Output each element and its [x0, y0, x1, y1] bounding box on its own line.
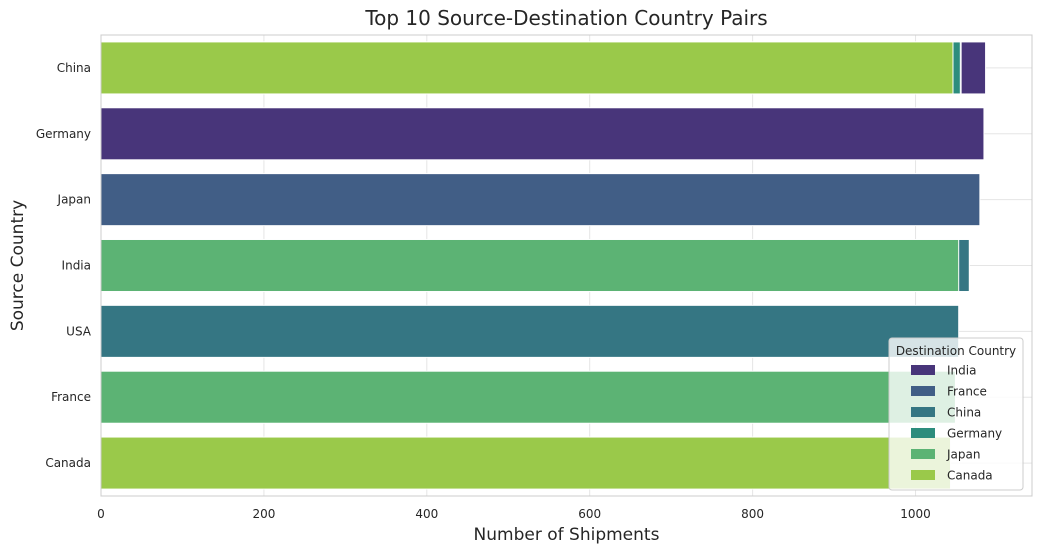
- legend-label: India: [947, 364, 976, 378]
- y-tick-label: France: [51, 390, 91, 404]
- bar-india-japan: [100, 238, 960, 293]
- legend-label: France: [947, 385, 987, 399]
- legend-label: China: [947, 406, 981, 420]
- legend: Destination Country India France China Germa…: [888, 337, 1024, 491]
- legend-swatch: [911, 470, 935, 480]
- legend-swatch: [911, 449, 935, 459]
- legend-swatch: [911, 386, 935, 396]
- x-tick-label: 200: [252, 507, 275, 521]
- x-axis-label: Number of Shipments: [474, 525, 660, 545]
- legend-swatch: [911, 365, 935, 375]
- legend-swatch: [911, 428, 935, 438]
- bar-france-japan: [100, 370, 956, 424]
- bar-germany-india: [100, 107, 985, 161]
- y-tick-label: Japan: [57, 193, 91, 207]
- y-tick-label: USA: [66, 324, 92, 338]
- y-tick-label: Germany: [36, 127, 91, 141]
- plot-frame: [100, 34, 1033, 497]
- legend-title: Destination Country: [896, 344, 1016, 358]
- y-tick-label: Canada: [45, 456, 91, 470]
- axes: 0 200 400 600 800 1000 China Germany Japan India U…: [36, 34, 1033, 521]
- chart-title: Top 10 Source-Destination Country Pairs: [364, 6, 767, 30]
- x-tick-label: 800: [741, 507, 764, 521]
- bar-canada-canada: [100, 436, 952, 490]
- bar-usa-china: [100, 304, 960, 358]
- x-tick-label: 0: [97, 507, 105, 521]
- y-axis-label: Source Country: [8, 200, 28, 331]
- bar-japan-france: [100, 173, 981, 227]
- x-tick-label: 600: [578, 507, 601, 521]
- y-tick-label: India: [62, 259, 91, 273]
- x-tick-label: 1000: [900, 507, 931, 521]
- legend-label: Germany: [947, 427, 1002, 441]
- bars: [100, 41, 987, 490]
- legend-swatch: [911, 407, 935, 417]
- x-tick-label: 400: [415, 507, 438, 521]
- legend-label: Japan: [946, 448, 980, 462]
- y-tick-label: China: [57, 61, 91, 75]
- bar-china-canada: [100, 41, 954, 95]
- legend-label: Canada: [947, 469, 993, 483]
